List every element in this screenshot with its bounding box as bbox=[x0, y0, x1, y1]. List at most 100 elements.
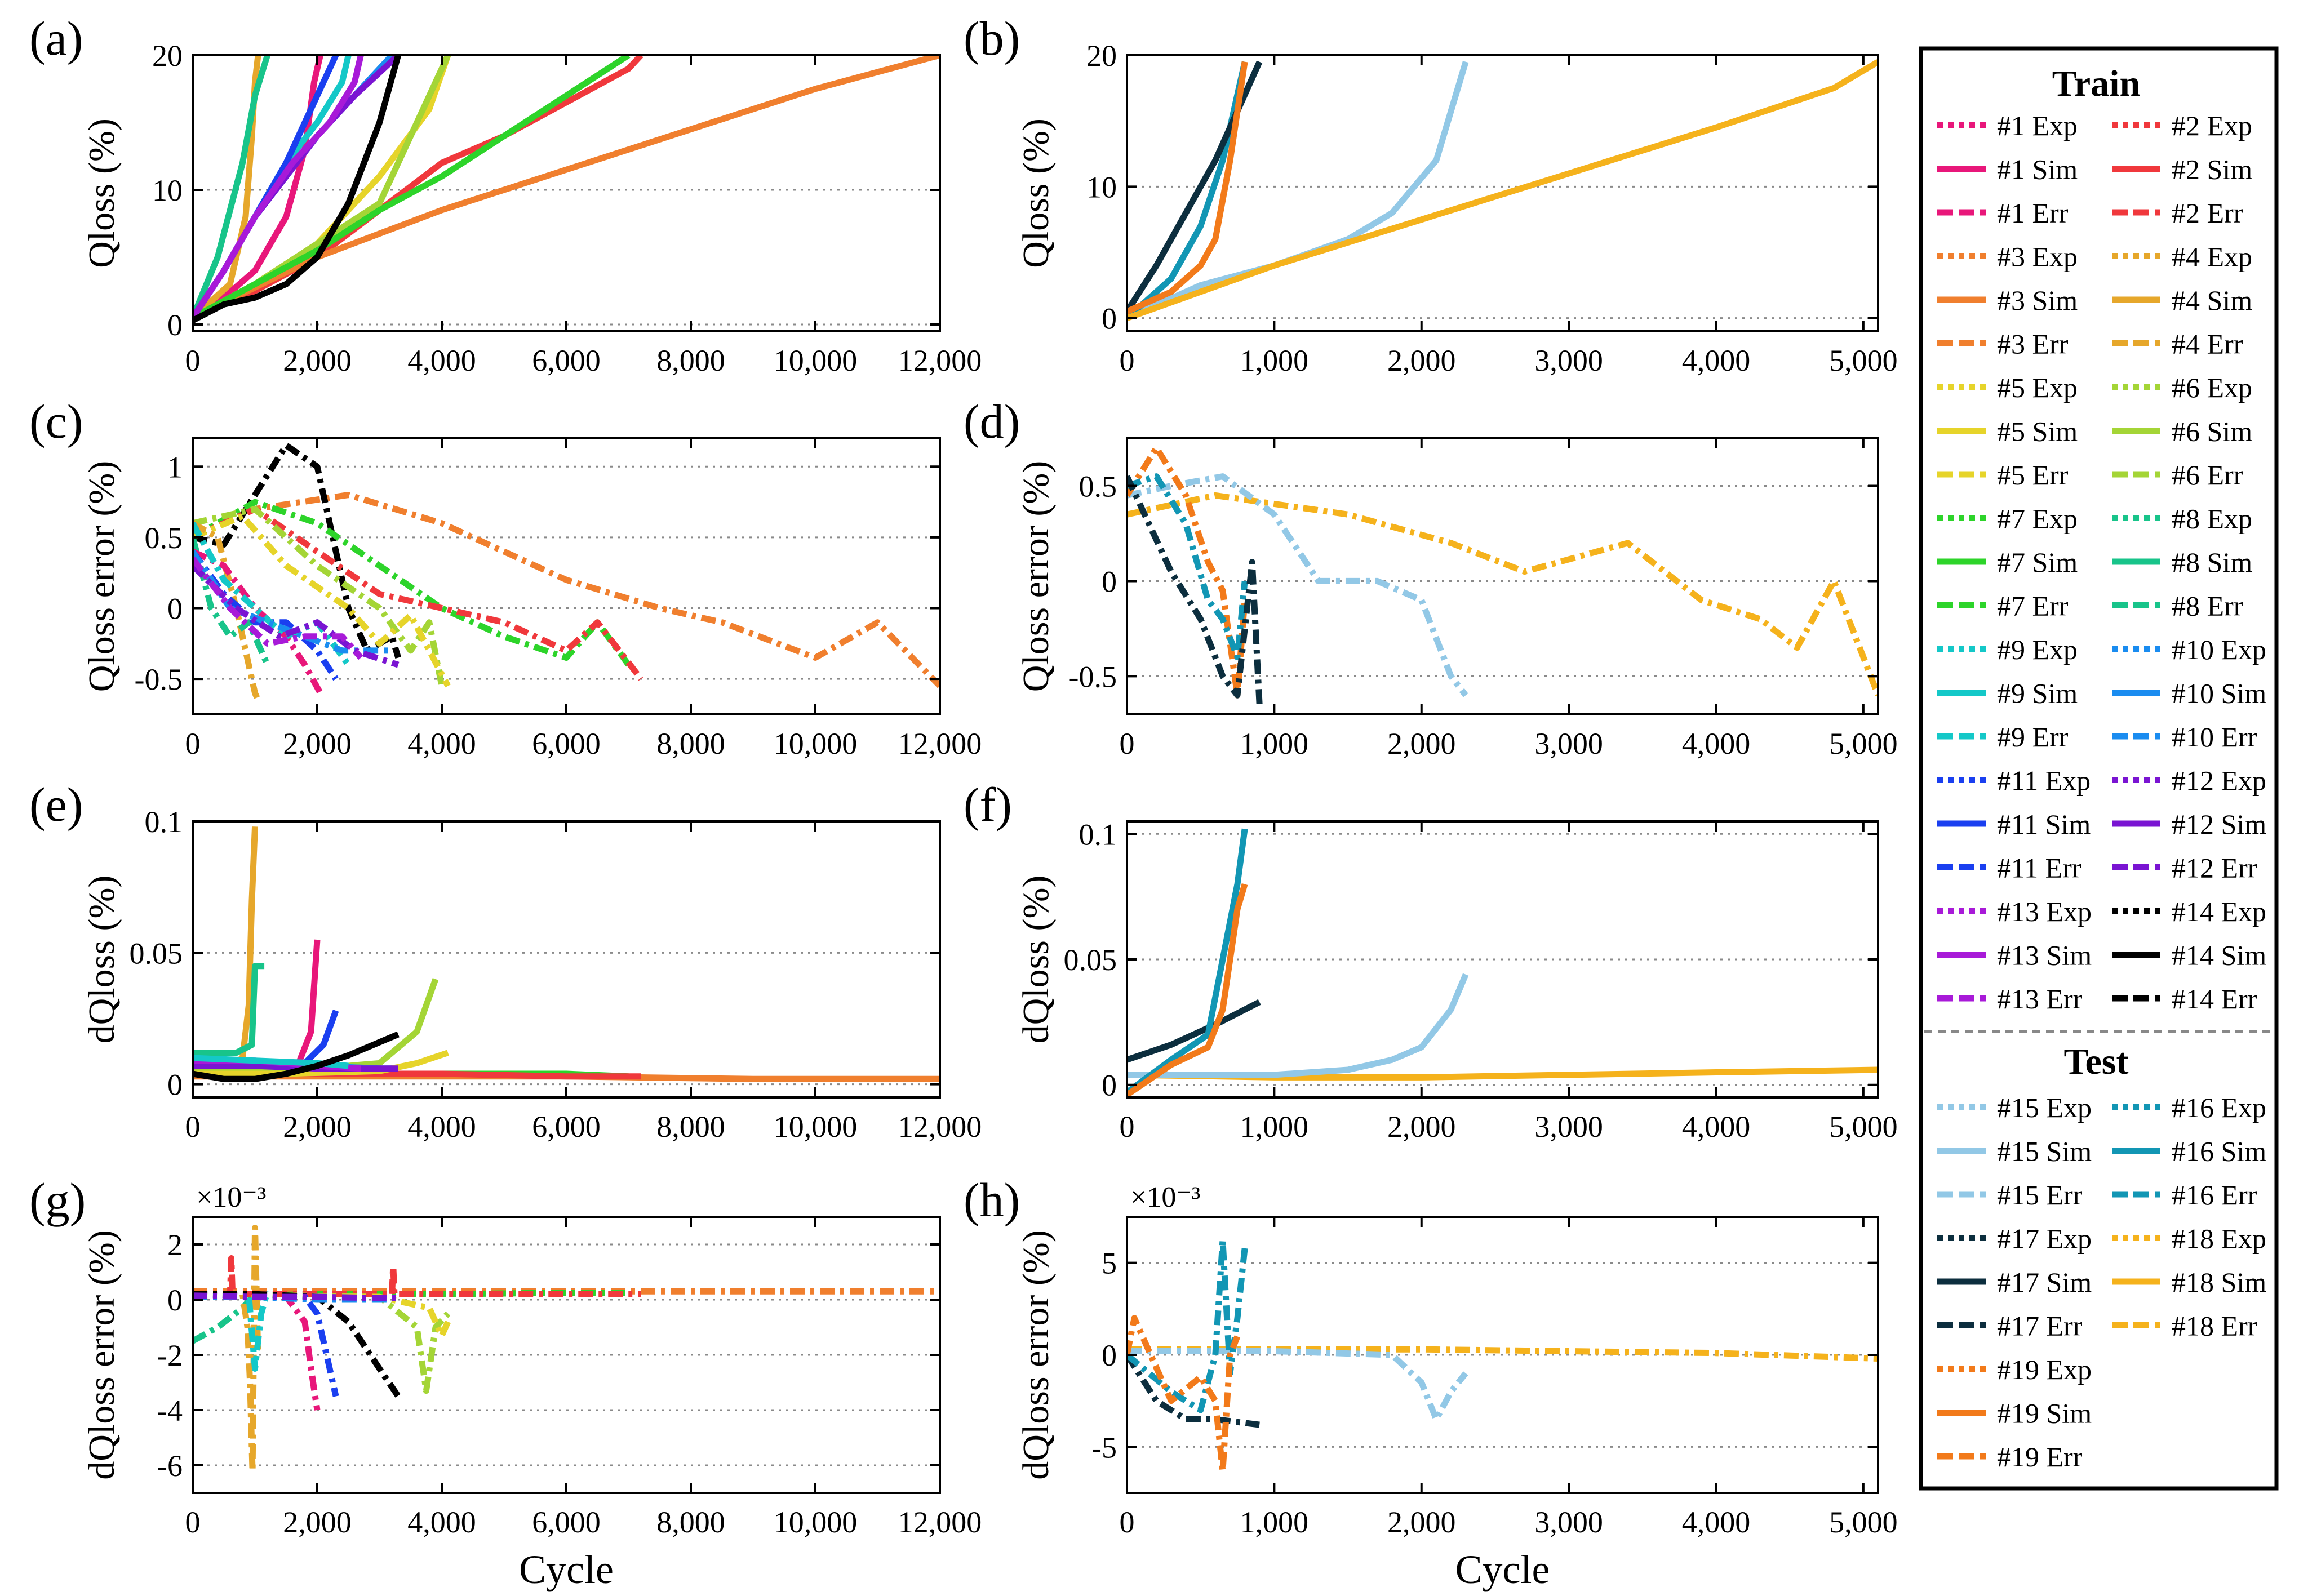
panel-c-series-4-err bbox=[193, 521, 261, 702]
panel-a-xtick-label: 6,000 bbox=[532, 344, 601, 377]
panel-d-xtick-label: 0 bbox=[1120, 727, 1135, 761]
panel-c-ylabel: Qloss error (%) bbox=[81, 461, 122, 692]
panel-h-xtick-label: 5,000 bbox=[1829, 1505, 1898, 1539]
panel-b-series-19-sim bbox=[1127, 61, 1248, 315]
panel-h-xtick-label: 0 bbox=[1120, 1505, 1135, 1539]
panel-e-xtick-label: 6,000 bbox=[532, 1110, 601, 1144]
panel-g-ytick-label: -4 bbox=[157, 1394, 183, 1428]
panel-g-xlabel: Cycle bbox=[519, 1547, 614, 1592]
panel-d-series-15-err bbox=[1127, 473, 1468, 697]
panel-a-series-7-sim bbox=[193, 55, 631, 321]
legend: Train #1 Exp #1 Sim #1 Err #2 Exp #2 Sim #2 E… bbox=[1919, 46, 2279, 1491]
panel-d-series-17-err bbox=[1127, 475, 1263, 705]
legend-label-2-sim: #2 Sim bbox=[2172, 154, 2252, 185]
legend-label-7-err: #7 Err bbox=[1997, 590, 2069, 622]
panel-g-ytick-label: -2 bbox=[157, 1339, 183, 1372]
legend-label-6-err: #6 Err bbox=[2172, 459, 2243, 491]
legend-label-10-err: #10 Err bbox=[2172, 721, 2257, 753]
panel-d-xtick-label: 2,000 bbox=[1387, 727, 1456, 761]
legend-label-10-sim: #10 Sim bbox=[2172, 678, 2266, 709]
legend-label-12-exp: #12 Exp bbox=[2172, 765, 2266, 797]
legend-label-12-err: #12 Err bbox=[2172, 852, 2257, 884]
panel-f-xtick-label: 0 bbox=[1120, 1110, 1135, 1144]
panel-e-xtick-label: 4,000 bbox=[407, 1110, 476, 1144]
panel-b-xtick-label: 1,000 bbox=[1240, 344, 1309, 377]
legend-label-14-exp: #14 Exp bbox=[2172, 896, 2266, 927]
panel-c-ytick-label: 1 bbox=[167, 450, 183, 484]
legend-label-19-sim: #19 Sim bbox=[1997, 1398, 2092, 1429]
legend-label-15-exp: #15 Exp bbox=[1997, 1092, 2092, 1123]
panel-e-ytick-label: 0.05 bbox=[130, 936, 183, 970]
panel-g-series-4-err bbox=[193, 1225, 261, 1474]
panel-a-ytick-label: 10 bbox=[152, 174, 183, 207]
panel-b-ytick-label: 20 bbox=[1086, 39, 1117, 73]
panel-c-ytick-label: -0.5 bbox=[135, 663, 183, 696]
panel-a-xtick-label: 12,000 bbox=[898, 344, 982, 377]
panel-f-ytick-label: 0.05 bbox=[1064, 943, 1117, 977]
legend-label-17-sim: #17 Sim bbox=[1997, 1266, 2092, 1298]
panel-d-xtick-label: 4,000 bbox=[1682, 727, 1751, 761]
panel-f-letter: (f) bbox=[964, 777, 1012, 832]
legend-label-18-exp: #18 Exp bbox=[2172, 1223, 2266, 1255]
panel-h-xlabel: Cycle bbox=[1455, 1547, 1550, 1592]
legend-label-11-exp: #11 Exp bbox=[1997, 765, 2091, 797]
panel-g-ylabel: dQloss error (%) bbox=[81, 1230, 122, 1480]
panel-f-xtick-label: 1,000 bbox=[1240, 1110, 1309, 1144]
panel-h-series-15-err bbox=[1127, 1348, 1468, 1422]
panel-g-series-11-err bbox=[193, 1291, 339, 1397]
panel-h-ytick-label: 5 bbox=[1102, 1247, 1117, 1281]
panel-h-xtick-label: 3,000 bbox=[1534, 1505, 1603, 1539]
panel-g-exponent-label: ×10⁻³ bbox=[196, 1181, 266, 1213]
panel-b-series-15-sim bbox=[1127, 61, 1469, 321]
panel-a-ytick-label: 0 bbox=[167, 308, 183, 342]
legend-label-7-sim: #7 Sim bbox=[1997, 546, 2078, 578]
panel-a-xtick-label: 10,000 bbox=[774, 344, 858, 377]
panel-f-series-17-sim bbox=[1127, 999, 1261, 1063]
legend-label-13-exp: #13 Exp bbox=[1997, 896, 2092, 927]
panel-e-series-9-sim bbox=[193, 1055, 349, 1069]
panel-f-ylabel: dQloss (%) bbox=[1015, 875, 1057, 1044]
panel-g-xtick-label: 6,000 bbox=[532, 1505, 601, 1539]
panel-e-xtick-label: 10,000 bbox=[774, 1110, 858, 1144]
panel-h-series-19-err bbox=[1127, 1315, 1241, 1474]
panel-d: 0 1,000 2,000 3,000 4,000 5,000 -0.5 0 0.5 (d) Qlo… bbox=[964, 394, 1898, 761]
panel-c-xtick-label: 12,000 bbox=[898, 727, 982, 761]
panel-d-axes-frame bbox=[1126, 437, 1879, 715]
legend-label-14-sim: #14 Sim bbox=[2172, 940, 2266, 971]
panel-b-axes-frame bbox=[1126, 54, 1879, 332]
panel-g-ytick-label: 0 bbox=[167, 1283, 183, 1317]
panel-f-xtick-label: 3,000 bbox=[1534, 1110, 1603, 1144]
panel-b-xtick-label: 4,000 bbox=[1682, 344, 1751, 377]
legend-label-18-err: #18 Err bbox=[2172, 1310, 2257, 1342]
panel-g-xtick-label: 8,000 bbox=[656, 1505, 725, 1539]
panel-b-series-18-sim bbox=[1127, 59, 1878, 321]
panel-h-letter: (h) bbox=[964, 1173, 1020, 1227]
panel-e-ylabel: dQloss (%) bbox=[81, 875, 122, 1044]
panel-a: 0 2,000 4,000 6,000 8,000 10,000 12,000 0 10 20 (a… bbox=[29, 11, 982, 377]
panel-d-series-16-err bbox=[1127, 473, 1248, 661]
panel-c-ytick-label: 0 bbox=[167, 592, 183, 626]
panel-e-xtick-label: 2,000 bbox=[283, 1110, 352, 1144]
legend-label-9-err: #9 Err bbox=[1997, 721, 2069, 753]
panel-g: 0 2,000 4,000 6,000 8,000 10,000 12,000 -6 -4 -2 0… bbox=[29, 1173, 982, 1592]
panel-e-series bbox=[193, 826, 940, 1082]
legend-label-17-err: #17 Err bbox=[1997, 1310, 2083, 1342]
legend-label-3-sim: #3 Sim bbox=[1997, 284, 2078, 316]
legend-label-16-sim: #16 Sim bbox=[2172, 1136, 2266, 1167]
panel-e-xtick-label: 8,000 bbox=[656, 1110, 725, 1144]
panel-d-ytick-label: 0.5 bbox=[1079, 469, 1117, 503]
panel-a-letter: (a) bbox=[29, 11, 83, 65]
panel-b-series-17-sim bbox=[1127, 60, 1263, 313]
legend-label-3-err: #3 Err bbox=[1997, 328, 2069, 360]
panel-c-series-3-err bbox=[193, 492, 940, 688]
legend-train-title: Train bbox=[2052, 63, 2140, 104]
legend-label-4-exp: #4 Exp bbox=[2172, 241, 2252, 273]
panel-h-ytick-label: 0 bbox=[1102, 1339, 1117, 1372]
legend-label-1-sim: #1 Sim bbox=[1997, 154, 2078, 185]
legend-label-17-exp: #17 Exp bbox=[1997, 1223, 2092, 1255]
panel-b: 0 1,000 2,000 3,000 4,000 5,000 0 10 20 (b) Qloss … bbox=[964, 11, 1898, 377]
legend-label-10-exp: #10 Exp bbox=[2172, 634, 2266, 665]
panel-e: 0 2,000 4,000 6,000 8,000 10,000 12,000 0 0.05 0.… bbox=[29, 777, 982, 1144]
panel-g-ytick-label: 2 bbox=[167, 1228, 183, 1262]
chart-panels: 0 2,000 4,000 6,000 8,000 10,000 12,00001020(a… bbox=[29, 11, 1898, 1592]
